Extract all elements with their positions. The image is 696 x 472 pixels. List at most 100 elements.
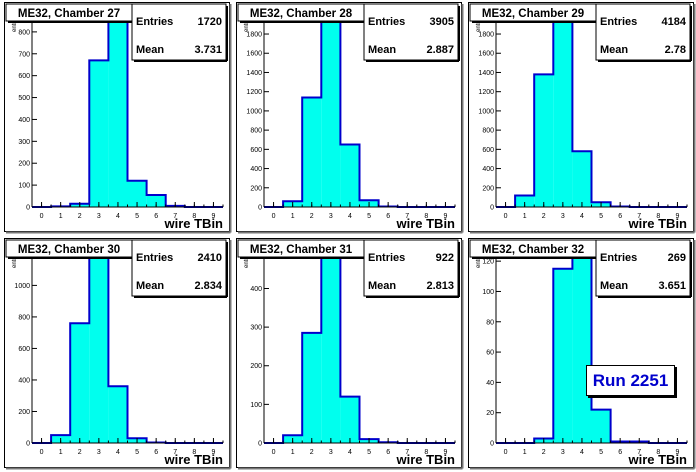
x-tick-label: 5 xyxy=(599,449,603,456)
x-axis-title: wire TBin xyxy=(395,452,455,467)
y-tick-label: 200 xyxy=(250,363,262,370)
x-tick-label: 6 xyxy=(154,449,158,456)
x-tick-label: 7 xyxy=(637,213,641,220)
stats-mean-value: 3.731 xyxy=(194,44,222,56)
y-tick-label: 1600 xyxy=(478,51,494,58)
x-tick-label: 4 xyxy=(116,213,120,220)
chart-title: ME32, Chamber 28 xyxy=(250,8,353,20)
y-tick-label: 100 xyxy=(18,183,30,190)
x-tick-label: 4 xyxy=(116,449,120,456)
x-tick-label: 4 xyxy=(580,213,584,220)
stats-mean-value: 3.651 xyxy=(658,280,686,292)
y-tick-label: 1000 xyxy=(14,283,30,290)
stats-mean-label: Mean xyxy=(368,44,396,56)
y-tick-label: 80 xyxy=(486,319,494,326)
y-tick-label: 800 xyxy=(250,128,262,135)
y-tick-label: 400 xyxy=(18,117,30,124)
x-tick-label: 1 xyxy=(291,449,295,456)
x-tick-label: 0 xyxy=(40,449,44,456)
stats-mean-label: Mean xyxy=(600,44,628,56)
y-tick-label: 1400 xyxy=(246,70,262,77)
bar xyxy=(146,194,166,207)
bar xyxy=(89,252,109,443)
chart-5: 01234567890100200300400500wire TBinentri… xyxy=(236,238,464,470)
x-tick-label: 8 xyxy=(424,213,428,220)
stats-mean-value: 2.78 xyxy=(665,44,686,56)
x-tick-label: 9 xyxy=(211,449,215,456)
x-tick-label: 8 xyxy=(656,449,660,456)
x-tick-label: 8 xyxy=(192,213,196,220)
y-axis-title: entries xyxy=(244,250,250,268)
x-tick-label: 6 xyxy=(386,213,390,220)
x-tick-label: 5 xyxy=(367,449,371,456)
x-axis-title: wire TBin xyxy=(627,452,687,467)
x-tick-label: 2 xyxy=(78,449,82,456)
x-tick-label: 7 xyxy=(405,213,409,220)
bar xyxy=(591,409,611,443)
bar xyxy=(340,396,360,443)
bar xyxy=(534,74,554,207)
x-tick-label: 9 xyxy=(675,449,679,456)
x-tick-label: 6 xyxy=(386,449,390,456)
chart-title: ME32, Chamber 30 xyxy=(18,244,120,256)
y-tick-label: 600 xyxy=(250,147,262,154)
x-tick-label: 2 xyxy=(542,449,546,456)
stats-box xyxy=(595,239,691,297)
stats-entries-label: Entries xyxy=(368,252,405,264)
x-tick-label: 9 xyxy=(443,449,447,456)
y-tick-label: 0 xyxy=(258,205,262,212)
y-tick-label: 1000 xyxy=(478,108,494,115)
x-tick-label: 6 xyxy=(618,449,622,456)
x-tick-label: 4 xyxy=(348,213,352,220)
y-tick-label: 1200 xyxy=(478,89,494,96)
y-axis-title: entries xyxy=(12,250,18,268)
pad-chamber-27: 0 1 2 3 4 5 6 7 8 9 0 100 200 300 400 500 600 700 800 wire … xyxy=(4,2,232,234)
x-tick-label: 1 xyxy=(523,213,527,220)
x-tick-label: 3 xyxy=(329,213,333,220)
y-tick-label: 0 xyxy=(490,205,494,212)
x-axis-title: wire TBin xyxy=(163,452,223,467)
stats-entries-label: Entries xyxy=(600,252,637,264)
y-tick-label: 1200 xyxy=(246,89,262,96)
x-tick-label: 7 xyxy=(173,213,177,220)
y-tick-label: 0 xyxy=(490,441,494,448)
x-tick-label: 7 xyxy=(405,449,409,456)
x-tick-label: 7 xyxy=(173,449,177,456)
x-tick-label: 9 xyxy=(443,213,447,220)
stats-mean-label: Mean xyxy=(136,44,164,56)
x-tick-label: 5 xyxy=(135,449,139,456)
stats-box xyxy=(595,3,691,61)
x-tick-label: 0 xyxy=(272,449,276,456)
pad-chamber-30: 0123456789020040060080010001200wire TBin… xyxy=(4,238,232,470)
x-tick-label: 0 xyxy=(504,213,508,220)
stats-entries-label: Entries xyxy=(136,252,173,264)
bar xyxy=(108,20,128,208)
y-tick-label: 800 xyxy=(18,29,30,36)
stats-entries-label: Entries xyxy=(136,16,173,28)
x-tick-label: 7 xyxy=(637,449,641,456)
x-tick-label: 3 xyxy=(561,213,565,220)
bar xyxy=(572,151,592,207)
x-tick-label: 5 xyxy=(367,213,371,220)
bar xyxy=(70,323,90,443)
x-tick-label: 3 xyxy=(97,449,101,456)
stats-entries-value: 4184 xyxy=(662,16,687,28)
x-tick-label: 8 xyxy=(424,449,428,456)
bar xyxy=(321,253,341,443)
stats-mean-value: 2.834 xyxy=(194,280,222,292)
x-tick-label: 1 xyxy=(59,213,63,220)
y-tick-label: 20 xyxy=(486,410,494,417)
y-tick-label: 100 xyxy=(250,402,262,409)
bar xyxy=(302,332,322,443)
y-tick-label: 400 xyxy=(18,377,30,384)
x-tick-label: 8 xyxy=(192,449,196,456)
x-tick-label: 2 xyxy=(78,213,82,220)
x-axis-title: wire TBin xyxy=(627,216,687,231)
stats-mean-label: Mean xyxy=(136,280,164,292)
chart-title: ME32, Chamber 29 xyxy=(482,8,584,20)
x-tick-label: 1 xyxy=(523,449,527,456)
y-tick-label: 1600 xyxy=(246,51,262,58)
y-tick-label: 1400 xyxy=(478,70,494,77)
y-tick-label: 1800 xyxy=(478,32,494,39)
x-tick-label: 2 xyxy=(310,213,314,220)
